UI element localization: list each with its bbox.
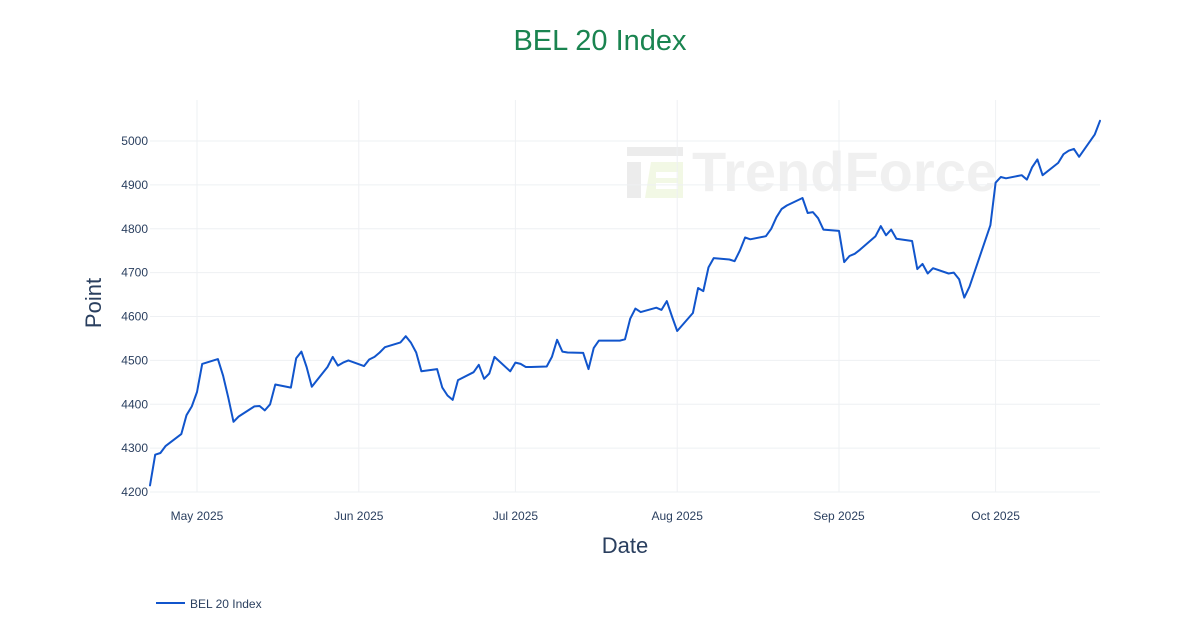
x-tick-label: Aug 2025 — [652, 509, 704, 523]
chart-title: BEL 20 Index — [513, 25, 687, 57]
y-tick-label: 4200 — [121, 485, 148, 499]
x-tick-label: Sep 2025 — [813, 509, 865, 523]
watermark-text: TrendForce — [692, 140, 997, 203]
x-axis-title: Date — [602, 533, 648, 558]
gridlines — [150, 100, 1100, 493]
watermark: TrendForce — [627, 140, 997, 203]
x-tick-label: Jul 2025 — [493, 509, 539, 523]
y-tick-label: 5000 — [121, 134, 148, 148]
series-line-bel-20-index — [149, 119, 1101, 487]
series-layer — [149, 119, 1101, 487]
x-tick-label: May 2025 — [171, 509, 224, 523]
y-axis-title: Point — [81, 278, 106, 328]
x-tick-label: Oct 2025 — [971, 509, 1020, 523]
y-axis-ticks: 4200 4300 4400 4500 4600 4700 4800 4900 5000 — [121, 134, 148, 499]
y-tick-label: 4400 — [121, 397, 148, 411]
y-tick-label: 4800 — [121, 222, 148, 236]
y-tick-label: 4900 — [121, 178, 148, 192]
y-tick-label: 4300 — [121, 441, 148, 455]
y-tick-label: 4700 — [121, 266, 148, 280]
y-tick-label: 4500 — [121, 353, 148, 367]
x-tick-label: Jun 2025 — [334, 509, 384, 523]
x-axis-ticks: May 2025 Jun 2025 Jul 2025 Aug 2025 Sep 2025… — [171, 509, 1021, 523]
y-tick-label: 4600 — [121, 310, 148, 324]
trendforce-logo-icon — [627, 147, 683, 198]
legend[interactable]: BEL 20 Index — [156, 597, 262, 611]
legend-label: BEL 20 Index — [190, 597, 262, 611]
